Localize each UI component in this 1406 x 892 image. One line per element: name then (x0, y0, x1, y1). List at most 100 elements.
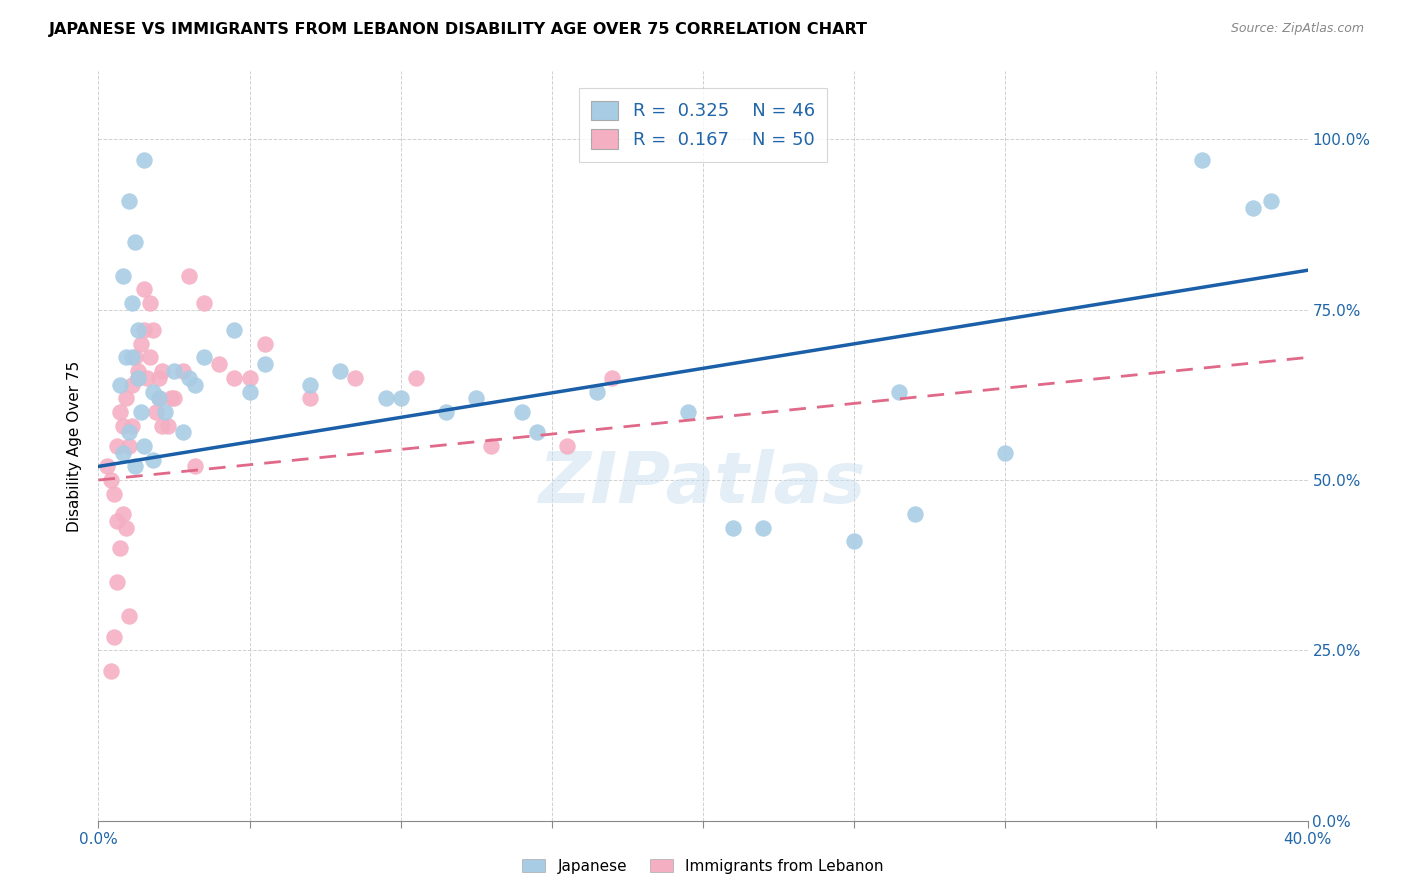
Point (481, 439, 503, 453)
Point (105, 514, 128, 528)
Point (1191, 153, 1213, 167)
Point (108, 541, 131, 556)
Point (114, 392, 136, 406)
Point (184, 459, 207, 474)
Point (121, 296, 143, 310)
Point (121, 418, 143, 433)
Point (105, 575, 128, 590)
Point (118, 609, 141, 624)
Point (526, 425, 548, 440)
Point (602, 371, 624, 385)
Point (142, 384, 165, 399)
Point (299, 392, 322, 406)
Point (465, 392, 488, 406)
Text: ZIPatlas: ZIPatlas (540, 449, 866, 518)
Point (172, 364, 194, 378)
Point (127, 371, 149, 385)
Point (96, 459, 118, 474)
Text: Source: ZipAtlas.com: Source: ZipAtlas.com (1230, 22, 1364, 36)
Point (163, 364, 186, 378)
Point (142, 323, 165, 337)
Y-axis label: Disability Age Over 75: Disability Age Over 75 (67, 360, 83, 532)
Point (160, 392, 183, 406)
Point (150, 364, 173, 378)
Point (111, 268, 134, 283)
Point (224, 323, 246, 337)
Legend: R =  0.325    N = 46, R =  0.167    N = 50: R = 0.325 N = 46, R = 0.167 N = 50 (578, 88, 828, 162)
Point (121, 377, 143, 392)
Point (510, 405, 533, 419)
Point (127, 371, 149, 385)
Point (224, 371, 246, 385)
Point (132, 282, 155, 296)
Point (163, 392, 186, 406)
Point (124, 459, 146, 474)
Point (114, 521, 136, 535)
Point (153, 405, 176, 419)
Point (132, 323, 155, 337)
Point (108, 377, 131, 392)
Point (100, 473, 122, 487)
Point (179, 268, 201, 283)
Point (129, 405, 152, 419)
Point (148, 392, 170, 406)
Point (148, 371, 170, 385)
Point (150, 418, 173, 433)
Point (139, 351, 162, 365)
Point (118, 425, 141, 440)
Point (193, 296, 215, 310)
Point (184, 377, 207, 392)
Point (139, 296, 162, 310)
Point (1260, 194, 1282, 208)
Point (118, 194, 141, 208)
Point (239, 384, 262, 399)
Text: JAPANESE VS IMMIGRANTS FROM LEBANON DISABILITY AGE OVER 75 CORRELATION CHART: JAPANESE VS IMMIGRANTS FROM LEBANON DISA… (49, 22, 869, 37)
Point (132, 153, 155, 167)
Point (103, 486, 125, 500)
Point (844, 534, 866, 549)
Point (100, 664, 122, 678)
Point (148, 392, 170, 406)
Point (124, 235, 146, 249)
Point (114, 351, 136, 365)
Point (172, 425, 194, 440)
Point (329, 364, 352, 378)
Point (111, 507, 134, 521)
Point (129, 336, 152, 351)
Point (132, 439, 155, 453)
Point (111, 446, 134, 460)
Point (179, 371, 201, 385)
Point (145, 405, 167, 419)
Point (994, 446, 1017, 460)
Point (434, 405, 457, 419)
Legend: Japanese, Immigrants from Lebanon: Japanese, Immigrants from Lebanon (516, 853, 890, 880)
Point (405, 371, 427, 385)
Point (344, 371, 367, 385)
Point (904, 507, 927, 521)
Point (1241, 201, 1264, 215)
Point (676, 405, 699, 419)
Point (105, 439, 128, 453)
Point (752, 521, 775, 535)
Point (111, 418, 134, 433)
Point (389, 392, 412, 406)
Point (127, 323, 149, 337)
Point (889, 384, 911, 399)
Point (299, 377, 322, 392)
Point (118, 439, 141, 453)
Point (586, 384, 609, 399)
Point (374, 392, 396, 406)
Point (121, 351, 143, 365)
Point (135, 371, 157, 385)
Point (156, 418, 179, 433)
Point (208, 357, 231, 371)
Point (253, 336, 276, 351)
Point (555, 439, 578, 453)
Point (142, 452, 165, 467)
Point (239, 371, 262, 385)
Point (124, 351, 146, 365)
Point (127, 364, 149, 378)
Point (103, 630, 125, 644)
Point (253, 357, 276, 371)
Point (108, 405, 131, 419)
